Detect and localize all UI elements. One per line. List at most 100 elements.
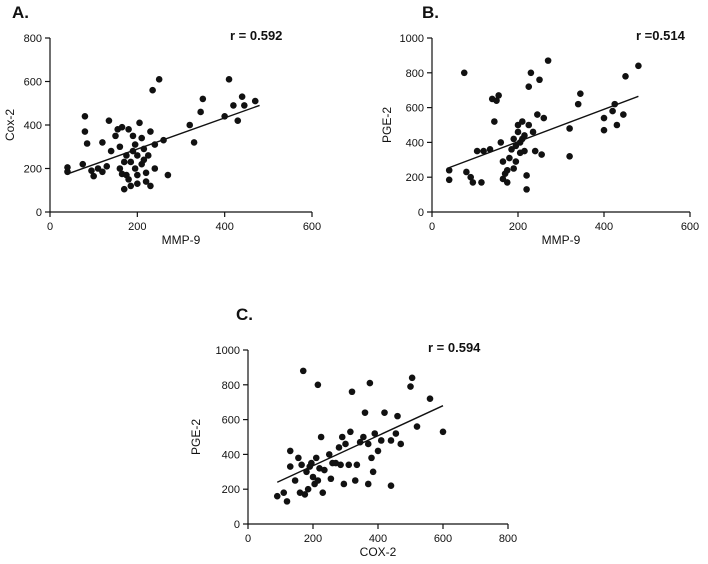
data-point-a <box>234 117 242 124</box>
data-point-b <box>523 186 530 193</box>
data-point-b <box>525 83 533 91</box>
data-point-b <box>514 128 522 136</box>
data-point-a <box>134 152 141 159</box>
data-point-b <box>622 72 629 80</box>
data-point-b <box>503 179 511 186</box>
x-tick-label-b: 600 <box>681 221 699 233</box>
data-point-a <box>251 97 259 105</box>
data-point-a <box>99 139 106 146</box>
panel-label-b: B. <box>422 3 439 22</box>
data-point-c <box>314 381 322 389</box>
data-point-a <box>197 108 204 116</box>
data-point-a <box>131 141 139 148</box>
data-point-c <box>369 468 377 476</box>
data-point-b <box>473 147 481 155</box>
y-tick-label-c: 1000 <box>216 345 240 357</box>
x-tick-label-a: 0 <box>47 221 53 233</box>
x-tick-label-b: 200 <box>509 221 527 233</box>
data-point-c <box>335 444 343 451</box>
x-axis-title-a: MMP-9 <box>162 233 201 247</box>
data-point-a <box>127 158 135 166</box>
data-point-b <box>538 151 545 158</box>
data-point-a <box>136 119 143 127</box>
data-point-c <box>291 477 299 484</box>
data-point-c <box>426 395 434 403</box>
data-point-c <box>286 463 294 470</box>
data-point-b <box>506 154 513 162</box>
data-point-b <box>534 111 541 118</box>
data-point-c <box>298 461 305 469</box>
data-point-a <box>112 132 119 140</box>
data-point-c <box>361 409 369 416</box>
data-point-a <box>103 163 111 170</box>
data-point-b <box>609 107 616 115</box>
data-point-a <box>140 156 148 164</box>
data-point-b <box>566 153 573 160</box>
data-point-b <box>635 62 642 70</box>
data-point-b <box>566 125 573 132</box>
data-point-a <box>190 139 198 146</box>
data-point-a <box>199 95 207 103</box>
y-tick-label-b: 0 <box>418 207 424 219</box>
y-tick-label-b: 600 <box>406 103 424 115</box>
data-point-b <box>527 69 535 77</box>
data-point-b <box>495 92 502 99</box>
data-point-a <box>116 143 124 151</box>
data-point-c <box>392 430 400 437</box>
data-point-c <box>381 409 388 416</box>
data-point-b <box>521 147 528 155</box>
data-point-b <box>600 114 608 122</box>
data-point-b <box>519 118 526 125</box>
y-tick-label-c: 200 <box>222 484 240 496</box>
data-point-a <box>134 171 141 179</box>
data-point-a <box>134 180 141 188</box>
data-point-a <box>144 152 152 159</box>
data-point-a <box>90 172 97 180</box>
data-point-b <box>536 76 543 84</box>
x-axis-title-b: MMP-9 <box>542 233 581 247</box>
data-point-c <box>368 454 375 462</box>
data-point-a <box>221 113 228 120</box>
data-point-b <box>510 135 517 143</box>
data-point-c <box>286 447 294 455</box>
correlation-label-c: r = 0.594 <box>428 340 481 355</box>
data-point-a <box>105 117 113 124</box>
x-tick-label-b: 400 <box>595 221 613 233</box>
y-tick-label-b: 1000 <box>400 33 424 45</box>
data-point-b <box>445 166 453 174</box>
data-point-a <box>138 134 145 142</box>
panel-b: B. r =0.514 0 200 400 600 0 200 400 600 800 1000 MMP… <box>380 3 699 247</box>
y-tick-label-b: 400 <box>406 137 424 149</box>
data-point-a <box>230 102 237 109</box>
data-point-c <box>273 492 281 500</box>
data-point-a <box>79 160 87 168</box>
data-point-a <box>116 165 124 172</box>
data-point-c <box>371 430 379 437</box>
y-tick-label-c: 400 <box>222 449 240 461</box>
data-point-b <box>493 97 500 104</box>
data-point-a <box>238 93 246 101</box>
data-point-a <box>125 126 132 133</box>
data-point-b <box>544 57 552 64</box>
data-point-b <box>620 111 627 118</box>
data-point-b <box>531 147 539 155</box>
y-axis-title-b: PGE-2 <box>380 107 394 143</box>
data-point-c <box>360 433 367 441</box>
data-point-b <box>523 172 530 179</box>
data-point-a <box>149 86 156 94</box>
data-point-c <box>387 482 395 490</box>
data-point-b <box>525 121 533 129</box>
x-tick-label-b: 0 <box>429 221 435 233</box>
correlation-label-b: r =0.514 <box>636 28 686 43</box>
y-tick-label-c: 0 <box>234 519 240 531</box>
data-point-c <box>280 489 288 496</box>
data-point-b <box>463 168 470 176</box>
y-tick-label-b: 800 <box>406 68 424 80</box>
data-point-c <box>348 388 356 396</box>
y-tick-label-c: 800 <box>222 380 240 392</box>
data-point-b <box>540 114 548 122</box>
data-point-c <box>283 498 291 505</box>
y-tick-label-a: 200 <box>24 164 42 176</box>
data-point-a <box>83 140 91 147</box>
x-axis-title-c: COX-2 <box>360 545 397 559</box>
